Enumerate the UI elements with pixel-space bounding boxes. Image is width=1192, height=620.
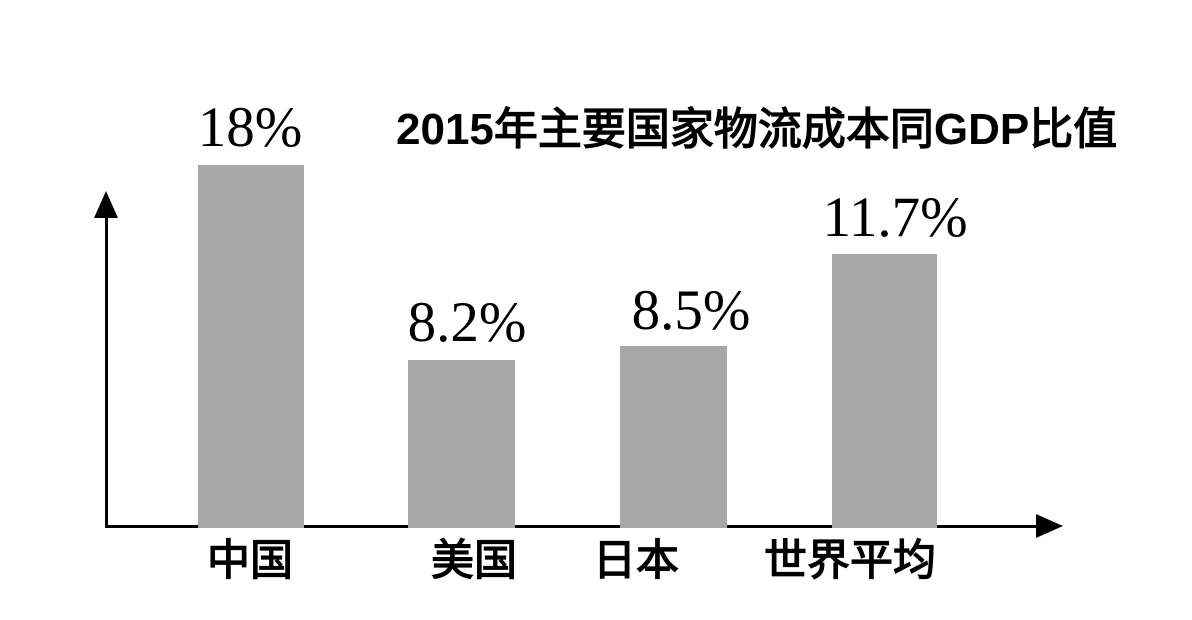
x-axis-arrow-icon <box>1036 514 1063 538</box>
y-axis-arrow-icon <box>94 191 118 218</box>
bar-china <box>198 165 304 528</box>
value-label-usa: 8.2% <box>407 291 527 354</box>
value-label-japan: 8.5% <box>631 279 751 342</box>
x-axis-line <box>105 525 1045 528</box>
chart-title: 2015年主要国家物流成本同GDP比值 <box>396 105 1118 154</box>
bar-world-average <box>832 254 937 528</box>
bar-japan <box>620 346 727 528</box>
y-axis-line <box>105 214 108 528</box>
category-label-japan: 日本 <box>593 537 679 585</box>
category-label-usa: 美国 <box>431 537 517 585</box>
category-label-china: 中国 <box>207 537 293 585</box>
value-label-china: 18% <box>197 96 303 159</box>
bar-usa <box>408 360 515 528</box>
value-label-world-average: 11.7% <box>822 186 968 249</box>
category-label-world-average: 世界平均 <box>764 537 936 585</box>
